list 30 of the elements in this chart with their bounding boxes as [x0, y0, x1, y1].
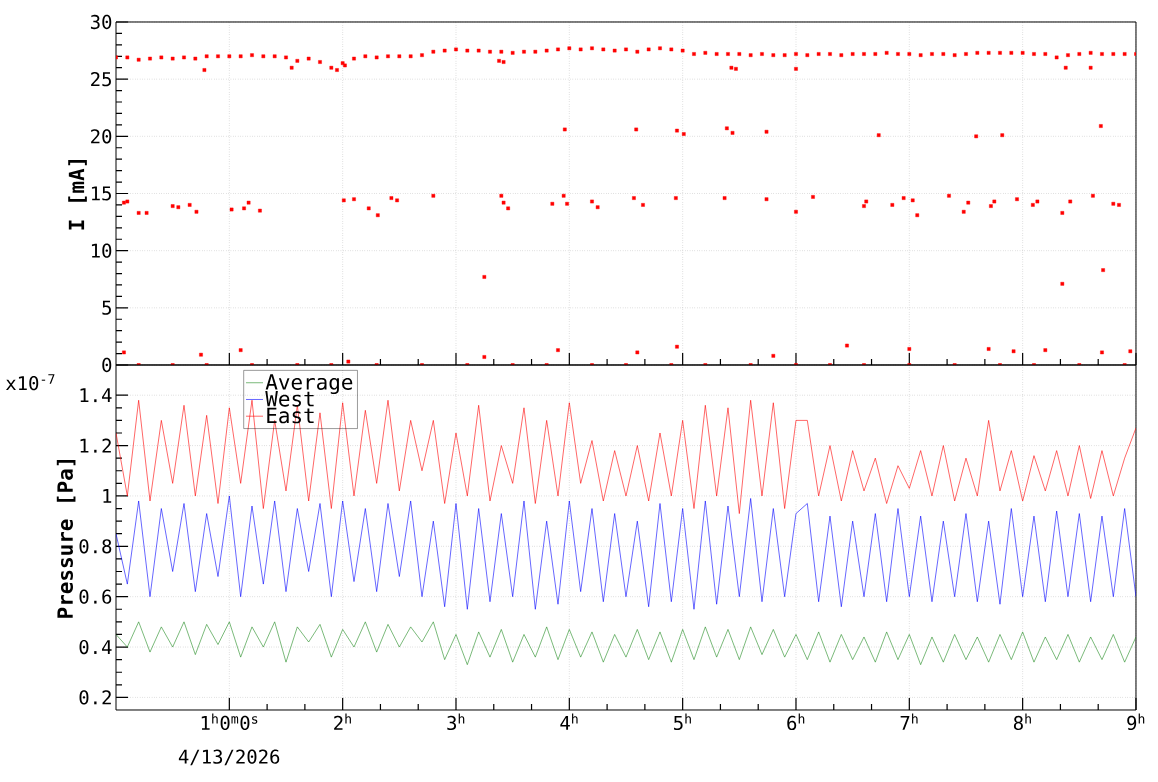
y-axis-title: Pressure [Pa] — [56, 459, 76, 618]
y-tick-label: 1.4 — [80, 388, 112, 403]
y-tick-label: 25 — [91, 72, 111, 87]
x-tick-label: 9$^{h}$ — [1127, 713, 1145, 731]
y-tick-label: 0.2 — [79, 690, 111, 705]
y-tick-label: 20 — [91, 129, 112, 144]
y-tick-label: 0 — [102, 357, 112, 373]
y-tick-label: 30 — [90, 14, 112, 30]
y-tick-label: 0.6 — [79, 589, 112, 604]
text: x10$^{-7}$ — [5, 374, 55, 391]
y-tick-label: 0.4 — [79, 639, 112, 655]
y-tick-label: 0.8 — [79, 539, 112, 554]
line-series — [116, 495, 1136, 610]
x-tick-label: 4$^{h}$ — [560, 713, 578, 730]
x-tick-label: 5$^{h}$ — [674, 713, 691, 731]
y-tick-label: 1 — [103, 489, 112, 503]
legend-label: East — [267, 407, 314, 424]
x-tick-label: 8$^{h}$ — [1013, 713, 1031, 731]
x-tick-label: 1$^{h}$0$^{m}$0$^{s}$ — [201, 713, 258, 731]
y-tick-label: 5 — [102, 300, 111, 315]
text: 4/13/2026 — [178, 749, 280, 766]
x-tick-label: 3$^{h}$ — [447, 713, 465, 731]
y-tick-label: 15 — [91, 186, 111, 201]
x-tick-label: 6$^{h}$ — [787, 713, 805, 731]
y-axis-title: I [mA] — [68, 160, 87, 230]
y-tick-label: 1.2 — [80, 438, 111, 453]
x-tick-label: 7$^{h}$ — [900, 713, 918, 730]
y-tick-label: 10 — [91, 243, 112, 258]
line-series — [116, 621, 1136, 665]
x-tick-label: 2$^{h}$ — [334, 713, 351, 730]
